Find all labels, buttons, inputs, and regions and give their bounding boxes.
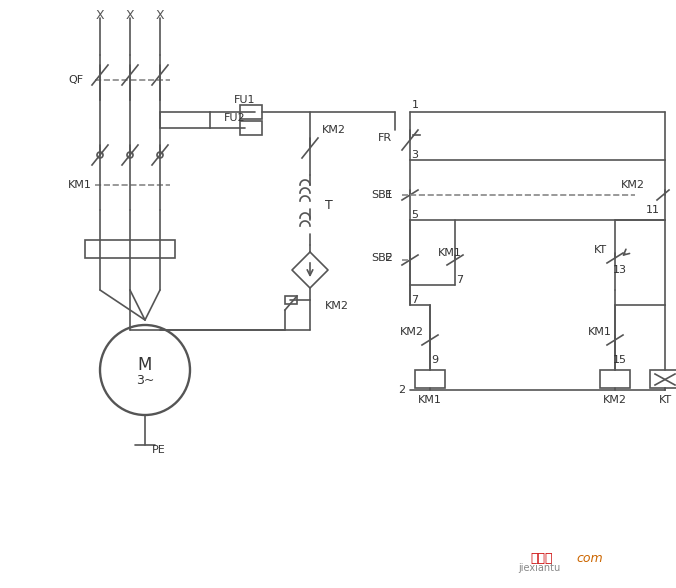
Text: 7: 7 [456,275,464,285]
Text: E: E [385,253,391,263]
Text: SB1: SB1 [371,190,393,200]
Bar [600,370,630,388]
Text: KM2: KM2 [621,180,645,190]
Text: KM2: KM2 [603,395,627,405]
Bar [240,121,262,135]
Text: KM1: KM1 [588,327,612,337]
Text: QF: QF [68,75,83,85]
Text: FR: FR [378,133,392,143]
Text: KM1: KM1 [68,180,92,190]
Text: FU1: FU1 [235,95,256,105]
Text: M: M [138,356,152,374]
Text: FU2: FU2 [223,113,245,123]
Text: 5: 5 [412,210,418,220]
Text: KM2: KM2 [325,301,349,311]
Bar [85,240,175,258]
Text: X: X [96,8,104,22]
Bar [650,370,676,388]
Text: KM2: KM2 [322,125,346,135]
Text: X: X [155,8,164,22]
Text: 3~: 3~ [136,373,154,386]
Bar [415,370,445,388]
Text: KT: KT [594,245,606,255]
Text: 2: 2 [398,385,406,395]
Bar [285,296,297,304]
Text: 11: 11 [646,205,660,215]
Text: X: X [126,8,135,22]
Text: com: com [576,552,602,564]
Text: 1: 1 [412,100,418,110]
Text: T: T [325,199,333,212]
Text: 9: 9 [431,355,439,365]
Text: KT: KT [658,395,671,405]
Bar [240,105,262,119]
Text: KM1: KM1 [438,248,462,258]
Text: 15: 15 [613,355,627,365]
Text: PE: PE [152,445,166,455]
Text: 7: 7 [412,295,418,305]
Text: SB2: SB2 [371,253,393,263]
Text: 接线图: 接线图 [530,552,552,564]
Text: E: E [385,190,391,200]
Text: 3: 3 [412,150,418,160]
Text: KM1: KM1 [418,395,442,405]
Text: KM2: KM2 [400,327,424,337]
Text: jiexiantu: jiexiantu [518,563,560,573]
Text: 13: 13 [613,265,627,275]
